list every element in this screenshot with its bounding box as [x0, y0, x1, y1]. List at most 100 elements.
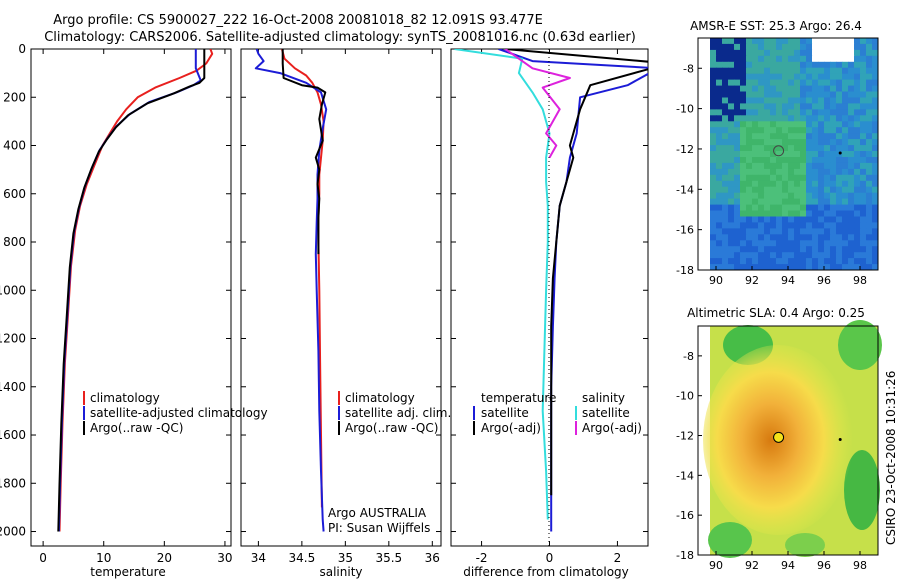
sst-cell [824, 127, 831, 134]
sst-cell [734, 73, 741, 81]
sst-cell [818, 246, 825, 253]
sst-cell [728, 139, 735, 146]
sst-cell [758, 174, 765, 182]
sst-cell [710, 210, 717, 217]
salinity-xtick-label: 35.5 [375, 551, 402, 565]
sst-cell [740, 127, 747, 134]
sst-cell [716, 216, 723, 223]
sst-cell [848, 121, 855, 128]
sst-cell [830, 252, 837, 259]
sst-cell [812, 85, 819, 92]
sst-cell [746, 55, 753, 63]
sst-cell [764, 216, 771, 223]
sst-cell [782, 246, 789, 253]
sst-cell [716, 151, 723, 158]
sst-cell [770, 174, 777, 182]
sst-cell [872, 252, 879, 259]
legend-label-argo: Argo(..raw -QC) [90, 421, 183, 435]
sst-cell [836, 121, 843, 128]
sst-cell [854, 115, 861, 122]
sst-cell [746, 192, 753, 200]
sst-cell [734, 145, 741, 152]
sst-cell [788, 109, 795, 116]
sla-xtick-label: 96 [817, 559, 831, 572]
sst-cell [794, 73, 801, 81]
sst-cell [866, 192, 873, 200]
sst-cell [860, 151, 867, 158]
sst-cell [794, 151, 801, 158]
sst-cell [746, 49, 753, 57]
sst-cell [800, 73, 807, 81]
legend-label-satellite: satellite-adjusted climatology [90, 406, 268, 420]
sst-cell [758, 97, 765, 104]
sst-cell [800, 240, 807, 247]
sst-cell [734, 121, 741, 128]
sst-cell [872, 91, 879, 98]
sst-cell [782, 103, 789, 110]
sst-cell [758, 240, 765, 247]
sst-cell [830, 43, 837, 51]
difference-xlabel: difference from climatology [463, 565, 629, 579]
sst-cell [830, 38, 837, 45]
sst-argo-position-marker [773, 145, 785, 157]
sst-cell [848, 246, 855, 253]
sst-cell [848, 234, 855, 241]
sst-cell [710, 157, 717, 164]
sst-cell [770, 252, 777, 259]
sst-cell [764, 61, 771, 69]
sst-cell [734, 151, 741, 158]
sst-cell [752, 168, 759, 176]
sst-cell [740, 38, 747, 45]
sst-cell [728, 234, 735, 241]
sst-cell [806, 174, 813, 182]
difference-series-salinity-satellite [454, 49, 551, 520]
sst-cell [872, 234, 879, 241]
temperature-xtick-label: 10 [96, 551, 111, 565]
sst-cell [842, 127, 849, 134]
sst-cell [818, 109, 825, 116]
sst-cell [872, 210, 879, 217]
sst-cell [836, 157, 843, 164]
sst-cell [710, 192, 717, 200]
sst-cell [764, 79, 771, 86]
sst-cell [824, 186, 831, 194]
legend-label-sal-satellite: satellite [582, 406, 630, 420]
sst-cell [830, 186, 837, 194]
sst-cell [728, 192, 735, 200]
sst-cell [710, 38, 717, 45]
sst-cell [824, 258, 831, 265]
sst-cell [812, 168, 819, 176]
sst-cell [764, 109, 771, 116]
sst-cell [740, 145, 747, 152]
sst-cell [800, 157, 807, 164]
sst-cell [854, 204, 861, 211]
sst-cell [830, 258, 837, 265]
sst-cell [776, 204, 783, 211]
sst-cell [836, 240, 843, 247]
sst-cell [824, 204, 831, 211]
sst-cell [806, 252, 813, 259]
sst-cell [716, 91, 723, 98]
sst-cell [806, 79, 813, 86]
sst-cell [866, 222, 873, 229]
sst-cell [860, 180, 867, 188]
sst-cell [860, 258, 867, 265]
sla-heatmap [703, 320, 882, 558]
sst-cell [860, 186, 867, 194]
sst-cell [782, 109, 789, 116]
sst-cell [734, 91, 741, 98]
sst-cell [770, 109, 777, 116]
sst-cell [710, 55, 717, 63]
sst-cell [830, 216, 837, 223]
sst-cell [716, 49, 723, 57]
sst-cell [746, 180, 753, 188]
sst-cell [806, 240, 813, 247]
sst-cell [854, 85, 861, 92]
sst-cell [740, 258, 747, 265]
sst-cell [734, 61, 741, 69]
sst-cell [836, 61, 843, 69]
sst-cell [728, 180, 735, 188]
sla-ytick-label: -12 [676, 430, 694, 443]
sst-cell [848, 73, 855, 81]
sst-cell [770, 180, 777, 188]
